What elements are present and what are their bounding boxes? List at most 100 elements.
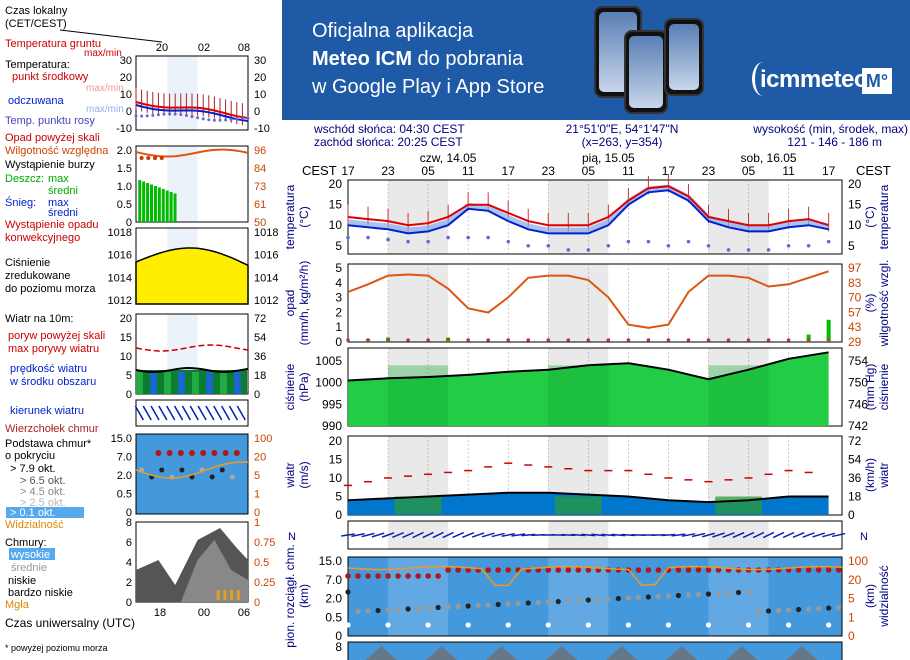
legend-tick: 73: [254, 181, 266, 193]
cloud-top-dot: [385, 573, 391, 579]
legend-temp-line: [135, 101, 249, 119]
legend-fog-bar: [230, 590, 234, 600]
y-tick: 746: [848, 397, 868, 411]
dew-point: [666, 243, 671, 248]
y-tick: 2.0: [325, 592, 342, 606]
y-tick: 5: [848, 592, 855, 606]
y-tick: 1: [335, 320, 342, 334]
legend-cloud-low-label: niskie: [8, 575, 36, 587]
legend-tick: 4: [126, 557, 132, 569]
y-tick: 57: [848, 305, 862, 319]
legend-cloud-top-dot: [222, 450, 229, 456]
cloud-top-dot: [705, 567, 712, 573]
hour-tick: 05: [742, 164, 756, 178]
legend-tick: 10: [120, 351, 132, 363]
y-tick: 15: [848, 198, 862, 212]
legend-top-tick: 02: [198, 42, 210, 54]
y-tick: 1: [848, 610, 855, 624]
legend-visibility: Widzialność: [5, 519, 64, 531]
y-tick: 5: [848, 239, 855, 253]
y-tick: 97: [848, 261, 862, 275]
legend-wind-band: [150, 372, 157, 394]
visibility-line: [347, 565, 843, 587]
cloud-base-dot: [395, 606, 401, 613]
legend-fog-bar: [236, 590, 240, 600]
legend-tick: -10: [254, 123, 270, 135]
cloud-top-dot: [835, 567, 842, 573]
wind-dir-arrow: [412, 531, 424, 539]
precip-bar: [826, 319, 831, 342]
wind-dir-arrow: [742, 531, 755, 539]
legend-tick: 1.0: [117, 181, 132, 193]
y-tick: 754: [848, 354, 868, 368]
legend-tick: 36: [254, 351, 266, 363]
cloud-base-dot: [755, 608, 762, 615]
legend-tick: 0.5: [117, 489, 132, 501]
legend-cloud-top-dot: [211, 450, 218, 456]
legend-wind-dir: kierunek wiatru: [10, 405, 84, 417]
legend-precip-occ: Wystąpienie opadu: [5, 219, 98, 231]
cloud-top-dot: [585, 567, 592, 573]
legend-dew: Temp. punktu rosy: [5, 115, 95, 127]
wind-dir-arrow: [432, 531, 444, 539]
legend-cloud-top-dot: [166, 450, 173, 456]
wind-dir-arrow: [361, 532, 375, 538]
precip-occurrence-dot: [386, 338, 390, 342]
temp-line: [347, 185, 829, 227]
cloud-base-dot: [505, 622, 511, 628]
legend-cloud-base-dot: [219, 467, 225, 473]
cloud-top-dot: [355, 573, 361, 579]
legend-tick: 1.5: [117, 163, 132, 175]
temp-axis-unit: (°C): [297, 206, 311, 227]
legend-fog: Mgła: [5, 599, 30, 611]
legend-tick: 30: [254, 55, 266, 67]
legend-precip-above: Opad powyżej skali: [5, 132, 100, 144]
y-tick: 0: [335, 335, 342, 349]
legend-tick: 1014: [108, 272, 132, 284]
night-band: [388, 264, 449, 342]
legend-tick: 1: [254, 489, 260, 501]
cloudcover-panel: [347, 641, 843, 660]
phone-image: [624, 30, 668, 114]
cloud-base-dot: [505, 601, 511, 607]
legend-rain-mid: średni: [48, 185, 78, 197]
legend-tick: 0: [254, 597, 260, 609]
dew-point: [386, 237, 390, 242]
legend-panel: Czas lokalny(CET/CEST)20 02 083020100-1030…: [5, 5, 278, 653]
precip-occurrence-dot: [466, 338, 470, 342]
dew-point: [526, 243, 531, 248]
coords-text: 21°51'0"E, 54°1'47"N: [566, 122, 679, 136]
wind-axis-label-right: wiatr: [877, 462, 891, 488]
hour-tick: 17: [341, 164, 355, 178]
wind-dir-arrow: [481, 532, 495, 538]
legend-tick: 0: [126, 106, 132, 118]
cloud-base-dot: [816, 605, 822, 612]
wind-dir-arrow: [351, 532, 365, 538]
legend-tick: 0: [254, 389, 260, 401]
y-tick: 10: [848, 218, 862, 232]
legend-fog-bar: [216, 590, 220, 600]
legend-tick: -10: [116, 123, 132, 135]
y-tick: 72: [848, 434, 862, 448]
cloud-base-dot: [735, 589, 742, 596]
legend-tick: 0.75: [254, 537, 275, 549]
legend-cloud-base-dot: [169, 474, 175, 480]
y-tick: 2: [335, 305, 342, 319]
legend-wind-arrow: [213, 405, 223, 421]
dew-point: [486, 235, 490, 240]
dew-point: [686, 239, 691, 244]
legend-cloud-top-dot: [155, 450, 162, 456]
legend-temp-mid: punkt środkowy: [12, 71, 89, 83]
app-banner[interactable]: Oficjalna aplikacja Meteo ICM do pobrani…: [282, 0, 910, 120]
legend-tick: 1018: [254, 227, 278, 239]
cloud-axis-label: pion. rozciągł. chm.: [283, 544, 297, 647]
legend-tick: 5: [254, 470, 260, 482]
y-tick: 750: [848, 376, 868, 390]
cloud-top-dot: [615, 567, 622, 573]
legend-tick: 0: [126, 389, 132, 401]
cloud-top-dot: [415, 573, 421, 579]
legend-wind-arrow: [150, 405, 160, 421]
wind-dir-arrow: [392, 532, 405, 538]
legend-tick: 2.0: [117, 470, 132, 482]
cloud-top-dot: [345, 573, 351, 579]
